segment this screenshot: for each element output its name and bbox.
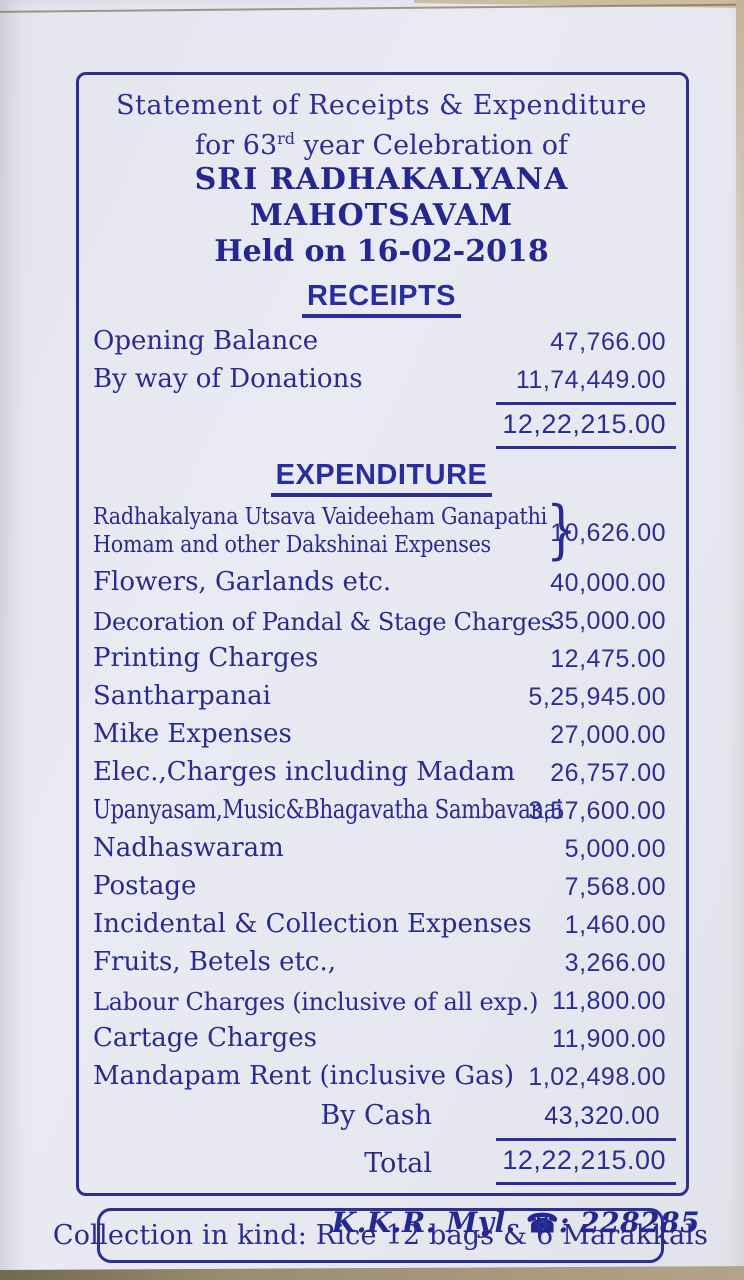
row-label: Postage xyxy=(93,871,197,901)
row-label: Opening Balance xyxy=(93,326,319,356)
row-amount: 35,000.00 xyxy=(550,607,666,635)
table-row: By way of Donations 11,74,449.00 xyxy=(93,360,670,398)
expenditure-total-amount: 12,22,215.00 xyxy=(496,1138,676,1185)
statement-title-line2: for 63rd year Celebration of xyxy=(93,122,670,162)
row-label: Labour Charges (inclusive of all exp.) xyxy=(93,988,539,1016)
table-row: Mandapam Rent (inclusive Gas) 1,02,498.0… xyxy=(93,1057,670,1095)
row-amount: 1,02,498.00 xyxy=(528,1063,666,1091)
table-row-two-line: Radhakalyana Utsava Vaideeham Ganapathi … xyxy=(93,497,670,563)
receipts-section-title: RECEIPTS xyxy=(93,280,670,318)
receipts-heading: RECEIPTS xyxy=(301,280,462,318)
by-cash-label: By Cash xyxy=(320,1100,432,1131)
row-amount: 40,000.00 xyxy=(550,569,666,597)
row-label: Upanyasam,Music&Bhagavatha Sambavanai xyxy=(93,795,563,825)
table-row: Flowers, Garlands etc. 40,000.00 xyxy=(93,563,670,601)
row-label: By way of Donations xyxy=(93,364,363,394)
by-cash-row: By Cash 43,320.00 xyxy=(93,1095,670,1136)
row-amount: 11,900.00 xyxy=(552,1025,666,1053)
row-label: Mandapam Rent (inclusive Gas) xyxy=(93,1061,515,1091)
expenditure-section-title: EXPENDITURE xyxy=(93,459,670,497)
event-date: Held on 16-02-2018 xyxy=(214,234,549,269)
table-row: Labour Charges (inclusive of all exp.) 1… xyxy=(93,981,670,1019)
table-row: Upanyasam,Music&Bhagavatha Sambavanai 3,… xyxy=(93,791,670,829)
collection-in-kind-note: Collection in kind: Rice 12 bags & 6 Mar… xyxy=(53,1208,708,1263)
row-label: Fruits, Betels etc., xyxy=(93,947,337,977)
row-amount: 3,266.00 xyxy=(564,949,666,977)
printer-credit: K.K.R. Myl. ☎: 228285 xyxy=(332,1206,700,1239)
table-row: Santharpanai 5,25,945.00 xyxy=(93,677,670,715)
brace-glyph: } xyxy=(546,493,577,567)
row-label: Cartage Charges xyxy=(93,1023,318,1053)
table-row: Elec.,Charges including Madam 26,757.00 xyxy=(93,753,670,791)
statement-header: Statement of Receipts & Expenditure for … xyxy=(93,89,670,270)
row-amount: 47,766.00 xyxy=(550,328,666,356)
row-amount: 26,757.00 xyxy=(550,759,666,787)
expenditure-total-row: Total 12,22,215.00 xyxy=(93,1136,676,1196)
expenditure-rows: Radhakalyana Utsava Vaideeham Ganapathi … xyxy=(93,497,670,1095)
row-amount: 27,000.00 xyxy=(550,721,666,749)
table-row: Incidental & Collection Expenses 1,460.0… xyxy=(93,905,670,943)
row-amount: 7,568.00 xyxy=(564,873,666,901)
statement-title-line1: Statement of Receipts & Expenditure xyxy=(116,90,647,121)
title-line2-pre: for 63 xyxy=(195,130,278,161)
row-label: Nadhaswaram xyxy=(93,833,284,863)
table-row: Postage 7,568.00 xyxy=(93,867,670,905)
receipts-rows: Opening Balance 47,766.00 By way of Dona… xyxy=(93,322,670,398)
row-amount: 11,74,449.00 xyxy=(515,366,666,394)
receipts-total: 12,22,215.00 xyxy=(496,402,676,449)
row-label: Decoration of Pandal & Stage Charges xyxy=(93,608,554,636)
printer-phone-number: : 228285 xyxy=(559,1206,700,1239)
row-label: Elec.,Charges including Madam xyxy=(93,757,516,787)
total-label: Total xyxy=(364,1148,432,1179)
row-amount: 5,25,945.00 xyxy=(528,683,666,711)
phone-icon: ☎ xyxy=(526,1209,560,1239)
row-label: Printing Charges xyxy=(93,643,319,673)
row-label: Flowers, Garlands etc. xyxy=(93,567,392,597)
table-row: Fruits, Betels etc., 3,266.00 xyxy=(93,943,670,981)
row-label: Radhakalyana Utsava Vaideeham Ganapathi … xyxy=(93,504,547,558)
title-line2-post: year Celebration of xyxy=(295,130,568,161)
event-name: SRI RADHAKALYANA MAHOTSAVAM xyxy=(194,162,569,233)
table-row: Printing Charges 12,475.00 xyxy=(93,639,670,677)
statement-card: Statement of Receipts & Expenditure for … xyxy=(53,72,708,1263)
ordinal-suffix: rd xyxy=(277,129,296,148)
printer-name: K.K.R. Myl. xyxy=(331,1206,527,1239)
row-label: Mike Expenses xyxy=(93,719,292,749)
expenditure-heading: EXPENDITURE xyxy=(270,459,493,497)
table-row: Cartage Charges 11,900.00 xyxy=(93,1019,670,1057)
row-amount: 1,460.00 xyxy=(564,911,666,939)
row-amount: 10,626.00 xyxy=(550,519,666,547)
row-amount: 5,000.00 xyxy=(564,835,666,863)
row-label: Santharpanai xyxy=(93,681,271,711)
photo-background-top xyxy=(414,0,744,8)
table-row: Mike Expenses 27,000.00 xyxy=(93,715,670,753)
row-label: Incidental & Collection Expenses xyxy=(93,909,532,939)
table-row: Nadhaswaram 5,000.00 xyxy=(93,829,670,867)
table-row: Opening Balance 47,766.00 xyxy=(93,322,670,360)
row-amount: 11,800.00 xyxy=(552,987,666,1015)
by-cash-amount: 43,320.00 xyxy=(544,1102,660,1130)
row-amount: 12,475.00 xyxy=(550,645,666,673)
photo-background-right xyxy=(736,0,744,430)
row-amount: 3,57,600.00 xyxy=(528,797,666,825)
table-row: Decoration of Pandal & Stage Charges 35,… xyxy=(93,601,670,639)
